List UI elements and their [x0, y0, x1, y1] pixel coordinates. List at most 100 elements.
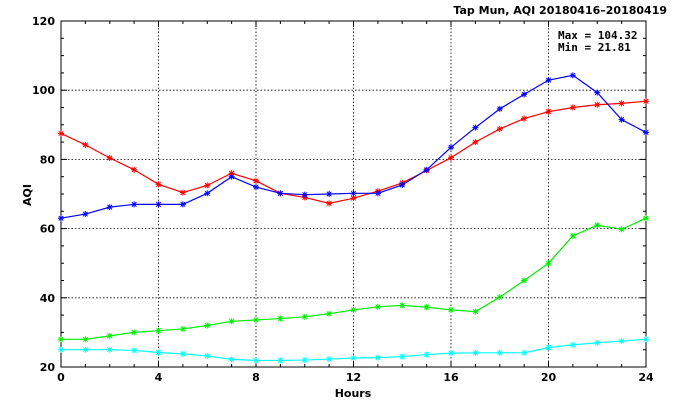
data-point	[228, 318, 235, 325]
max-stat: Max = 104.32	[558, 29, 637, 42]
data-point	[399, 182, 406, 189]
data-point	[82, 141, 89, 148]
series-lines	[58, 72, 649, 364]
data-point	[155, 327, 162, 334]
data-point	[106, 155, 113, 162]
data-point	[106, 204, 113, 211]
data-point	[131, 201, 138, 208]
x-tick-label: 4	[155, 371, 163, 384]
series-4	[58, 336, 649, 364]
data-point	[643, 98, 649, 105]
y-tick-label: 60	[40, 223, 56, 236]
data-point	[301, 191, 308, 198]
data-point	[423, 351, 430, 358]
data-point	[521, 277, 528, 284]
data-point	[58, 346, 64, 353]
series-3	[58, 215, 649, 343]
data-point	[204, 182, 211, 189]
data-point	[277, 315, 284, 322]
y-tick-labels: 20 40 60 80 100 120	[32, 15, 55, 374]
data-point	[521, 91, 528, 98]
data-point	[472, 349, 479, 356]
data-point	[399, 353, 406, 360]
data-point	[569, 341, 576, 348]
data-point	[131, 347, 138, 354]
data-point	[58, 215, 64, 222]
y-tick-label: 40	[40, 292, 56, 305]
data-point	[58, 130, 64, 137]
x-tick-label: 0	[57, 371, 65, 384]
data-point	[204, 352, 211, 359]
x-tick-label: 16	[443, 371, 459, 384]
data-point	[618, 116, 625, 123]
data-point	[496, 349, 503, 356]
data-point	[82, 336, 89, 343]
chart-title: Tap Mun, AQI 20180416–20180419	[453, 4, 667, 17]
data-point	[496, 105, 503, 112]
data-point	[179, 325, 186, 332]
data-point	[569, 232, 576, 239]
data-point	[155, 201, 162, 208]
data-point	[82, 211, 89, 218]
x-tick-label: 12	[346, 371, 361, 384]
y-tick-label: 100	[32, 84, 55, 97]
data-point	[423, 304, 430, 311]
data-point	[228, 173, 235, 180]
data-point	[131, 166, 138, 173]
data-point	[643, 336, 649, 343]
series-2	[58, 72, 649, 222]
data-point	[155, 181, 162, 188]
data-point	[253, 184, 259, 191]
data-point	[204, 322, 211, 329]
x-tick-label: 24	[638, 371, 654, 384]
x-axis-label: Hours	[335, 387, 372, 400]
data-point	[618, 226, 625, 233]
data-point	[277, 357, 284, 364]
data-point	[253, 357, 259, 364]
data-point	[374, 354, 381, 361]
series-1	[58, 98, 649, 207]
data-point	[350, 306, 357, 313]
data-point	[472, 139, 479, 146]
data-point	[545, 108, 552, 115]
data-point	[179, 350, 186, 357]
data-point	[643, 215, 649, 222]
min-stat: Min = 21.81	[558, 41, 631, 54]
data-point	[58, 336, 64, 343]
data-point	[131, 329, 138, 336]
data-point	[472, 308, 479, 315]
data-point	[374, 303, 381, 310]
data-point	[569, 72, 576, 79]
data-point	[179, 201, 186, 208]
data-point	[106, 332, 113, 339]
data-point	[204, 190, 211, 197]
data-point	[301, 313, 308, 320]
data-point	[374, 190, 381, 197]
data-point	[545, 344, 552, 351]
data-point	[423, 166, 430, 173]
y-tick-label: 20	[40, 361, 56, 374]
data-point	[253, 316, 259, 323]
data-point	[569, 104, 576, 111]
data-point	[545, 260, 552, 267]
data-point	[594, 339, 601, 346]
data-point	[618, 100, 625, 107]
data-point	[326, 200, 333, 207]
data-point	[179, 189, 186, 196]
data-point	[521, 115, 528, 122]
data-point	[618, 338, 625, 345]
data-point	[350, 355, 357, 362]
data-point	[326, 191, 333, 197]
data-point	[496, 125, 503, 132]
x-tick-label: 8	[252, 371, 260, 384]
data-point	[448, 154, 454, 161]
data-point	[399, 302, 406, 309]
data-point	[253, 177, 259, 184]
data-point	[643, 129, 649, 136]
x-tick-labels: 0 4 8 12 16 20 24	[57, 371, 654, 384]
data-point	[155, 349, 162, 356]
data-point	[448, 306, 454, 313]
y-tick-label: 80	[40, 153, 56, 166]
